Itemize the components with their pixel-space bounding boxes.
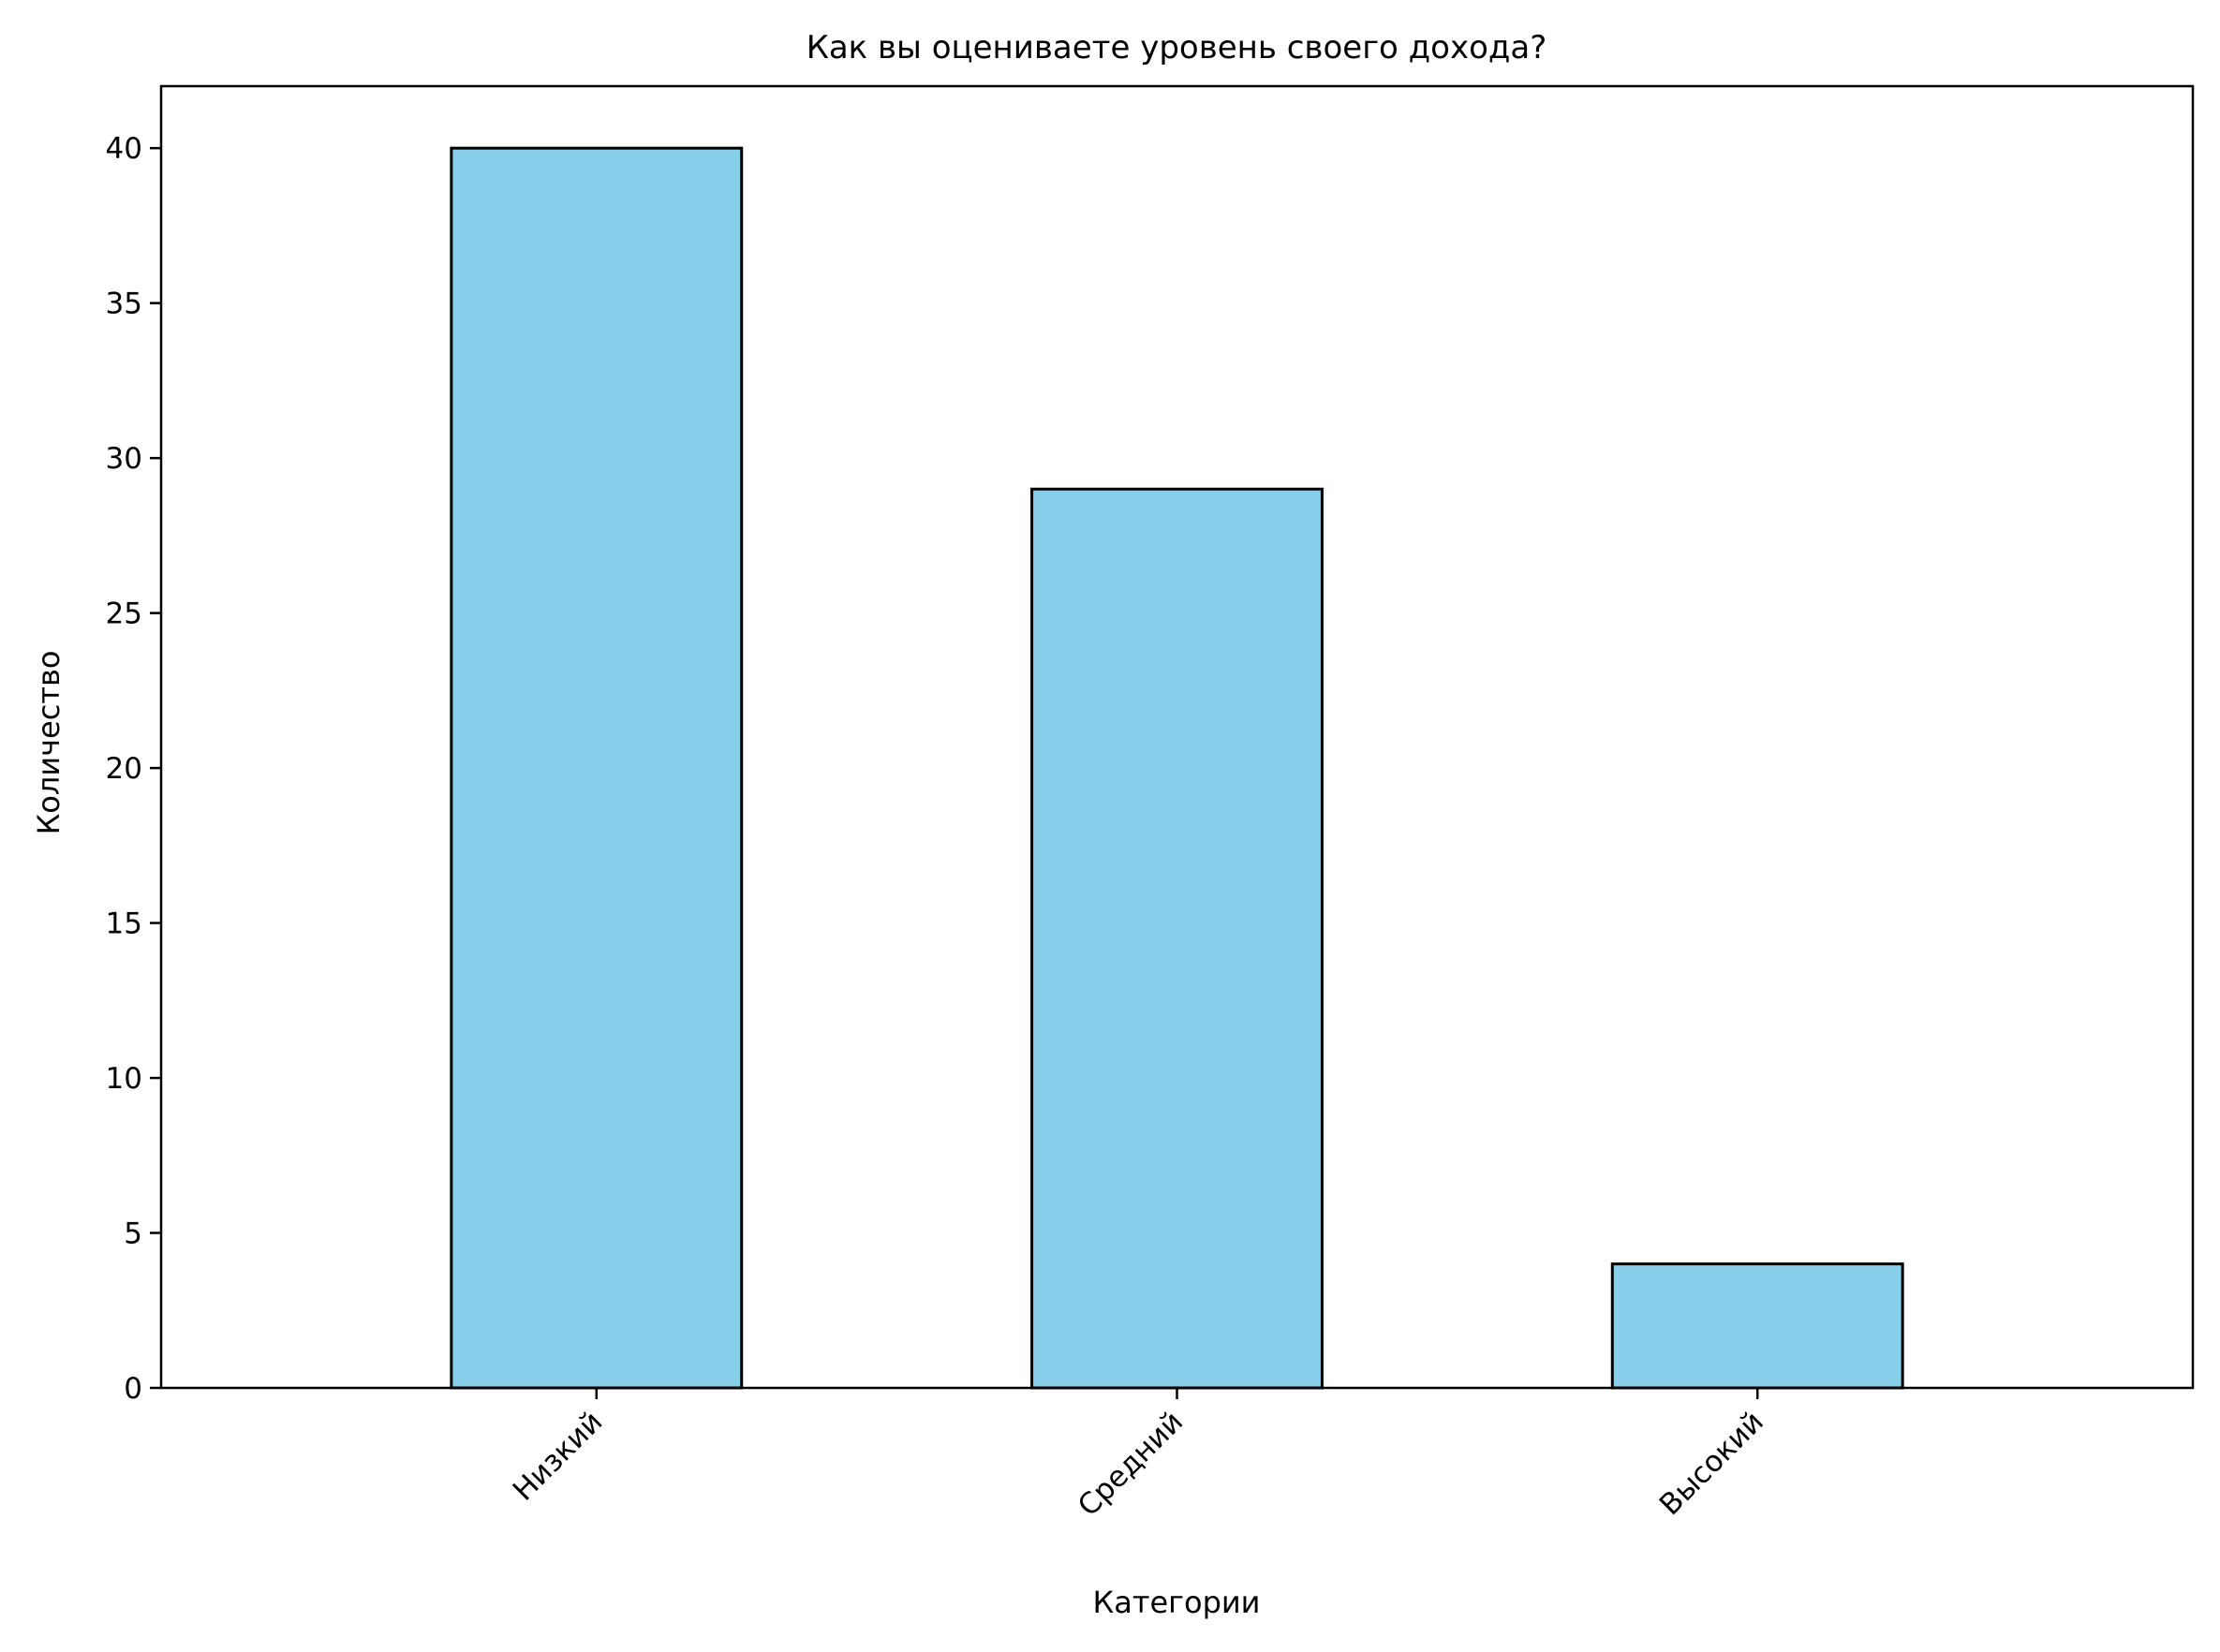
y-tick-label: 35: [106, 288, 142, 321]
x-axis-label: Категории: [1093, 1585, 1261, 1620]
bar-2: [1030, 487, 1324, 1390]
y-tick-label: 15: [106, 907, 142, 941]
y-tick-label: 20: [106, 752, 142, 786]
y-axis-label: Количество: [31, 651, 67, 835]
y-tick-label: 25: [106, 597, 142, 631]
y-tick-label: 40: [106, 132, 142, 166]
y-axis-ticks: 0 5 10 15 20 25 30 35 40: [106, 132, 161, 1406]
y-tick-label: 10: [106, 1062, 142, 1096]
plot-area-frame: [159, 84, 2195, 1390]
y-tick-label: 0: [124, 1372, 142, 1406]
bars-group: [450, 146, 1904, 1390]
bar-1: [450, 146, 744, 1390]
chart-title: Как вы оцениваете уровень своего дохода?: [807, 29, 1547, 66]
y-tick-label: 30: [106, 442, 142, 476]
y-tick-label: 5: [124, 1217, 142, 1251]
bar-3: [1610, 1262, 1904, 1390]
